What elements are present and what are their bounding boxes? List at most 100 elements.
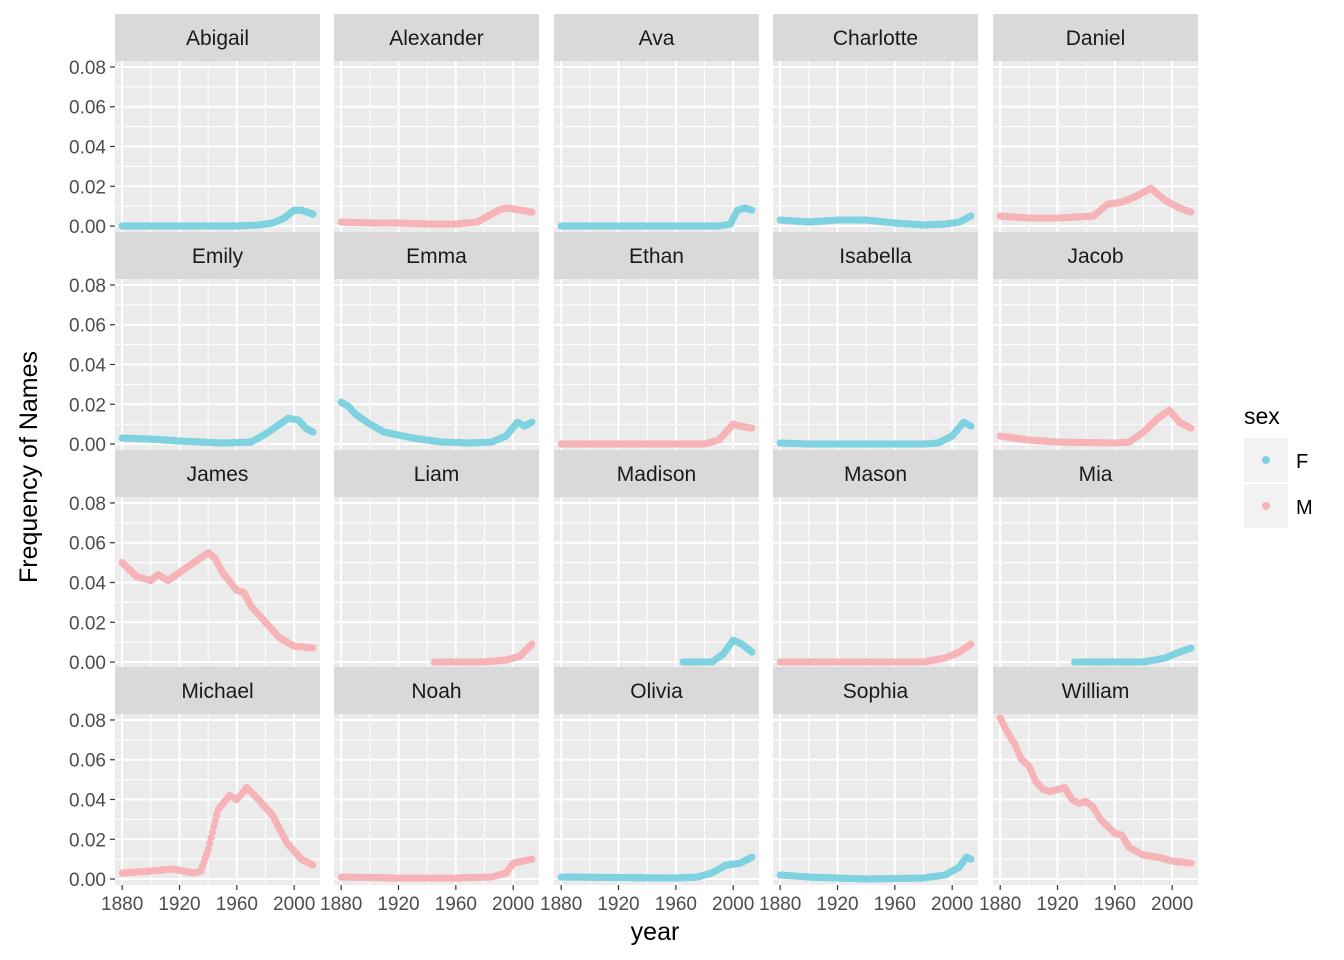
series-points — [118, 206, 317, 230]
facet-noah: Noah — [334, 667, 539, 885]
facet-label: William — [1062, 680, 1130, 703]
data-point — [528, 418, 536, 426]
facet-label: Ethan — [629, 245, 684, 268]
facet-label: Liam — [414, 463, 460, 486]
facet-isabella: Isabella — [773, 232, 978, 450]
x-tick-label: 1920 — [597, 894, 639, 915]
series-points — [1071, 644, 1195, 666]
data-point — [967, 212, 975, 220]
series-points — [996, 184, 1195, 222]
y-tick-label: 0.06 — [69, 316, 106, 337]
y-tick-label: 0.04 — [69, 138, 106, 159]
series-points — [996, 714, 1195, 867]
y-tick-label: 0.06 — [69, 534, 106, 555]
x-tick-label: 1920 — [377, 894, 419, 915]
data-point — [748, 206, 756, 214]
legend-items: FM — [1244, 438, 1313, 528]
data-point — [528, 855, 536, 863]
facet-strip — [334, 667, 539, 714]
data-point — [748, 853, 756, 861]
series-points — [776, 640, 975, 666]
legend-swatch — [1262, 502, 1270, 510]
x-tick-label: 1880 — [979, 894, 1021, 915]
data-point — [309, 210, 317, 218]
facet-panels: Abigail Alexander Ava Charlotte Daniel Emily E… — [115, 14, 1198, 885]
facet-label: James — [187, 463, 249, 486]
facet-daniel: Daniel — [993, 14, 1198, 232]
series-points — [337, 398, 536, 447]
facet-label: Jacob — [1067, 245, 1123, 268]
data-point — [207, 834, 215, 842]
y-tick-label: 0.06 — [69, 98, 106, 119]
facet-label: Michael — [181, 680, 253, 703]
grid-lines — [554, 61, 759, 232]
grid-lines — [993, 714, 1198, 885]
x-tick-label: 1960 — [216, 894, 258, 915]
grid-lines — [773, 61, 978, 232]
facet-label: Sophia — [843, 680, 909, 703]
y-axis-title: Frequency of Names — [15, 351, 43, 583]
facet-madison: Madison — [554, 450, 759, 668]
facet-label: Emma — [406, 245, 467, 268]
y-tick-label: 0.04 — [69, 791, 106, 812]
facet-label: Daniel — [1066, 27, 1126, 50]
series-points — [996, 406, 1195, 447]
y-tick-label: 0.02 — [69, 395, 106, 416]
grid-lines — [993, 279, 1198, 450]
facet-strip — [334, 14, 539, 61]
data-point — [211, 817, 219, 825]
facet-label: Mia — [1079, 463, 1113, 486]
facet-strip — [334, 232, 539, 279]
data-point — [213, 811, 221, 819]
series-points — [118, 549, 317, 652]
facet-label: Mason — [844, 463, 907, 486]
data-point — [748, 424, 756, 432]
facet-strip — [993, 450, 1198, 497]
x-tick-label: 1960 — [655, 894, 697, 915]
x-tick-label: 1880 — [320, 894, 362, 915]
facet-strip — [554, 667, 759, 714]
facet-label: Noah — [411, 680, 461, 703]
legend-item-f: F — [1244, 438, 1308, 482]
y-tick-label: 0.00 — [69, 653, 106, 674]
grid-lines — [334, 497, 539, 668]
x-tick-label: 1920 — [158, 894, 200, 915]
series-points — [118, 783, 317, 877]
data-point — [206, 839, 214, 848]
grid-lines — [554, 497, 759, 668]
facet-alexander: Alexander — [334, 14, 539, 232]
facet-ava: Ava — [554, 14, 759, 232]
x-tick-label: 1880 — [540, 894, 582, 915]
facet-strip — [773, 14, 978, 61]
x-tick-label: 1960 — [874, 894, 916, 915]
legend-label: F — [1296, 451, 1308, 473]
facet-strip — [115, 14, 320, 61]
x-axis-ticks: 1880 1920 1960 2000 1880 1920 1960 2000 1880 1920… — [101, 885, 1193, 915]
data-point — [967, 855, 975, 863]
facet-emily: Emily — [115, 232, 320, 450]
y-tick-label: 0.02 — [69, 830, 106, 851]
y-tick-label: 0.04 — [69, 356, 106, 377]
x-tick-label: 1880 — [759, 894, 801, 915]
series-points — [557, 853, 756, 882]
facet-strip — [334, 450, 539, 497]
grid-lines — [554, 279, 759, 450]
data-point — [309, 861, 317, 869]
legend-swatch — [1262, 456, 1270, 464]
facet-mia: Mia — [993, 450, 1198, 668]
facet-james: James — [115, 450, 320, 668]
facet-strip — [115, 232, 320, 279]
x-axis-title: year — [631, 918, 680, 946]
facet-strip — [773, 232, 978, 279]
data-point — [210, 822, 218, 831]
facet-mason: Mason — [773, 450, 978, 668]
y-tick-label: 0.08 — [69, 58, 106, 79]
data-point — [208, 828, 217, 836]
facet-abigail: Abigail — [115, 14, 320, 232]
y-tick-label: 0.08 — [69, 276, 106, 297]
data-point — [309, 428, 317, 436]
legend: sex FM — [1244, 403, 1313, 528]
series-points — [557, 420, 756, 448]
facet-label: Alexander — [389, 27, 484, 50]
x-tick-label: 1960 — [435, 894, 477, 915]
